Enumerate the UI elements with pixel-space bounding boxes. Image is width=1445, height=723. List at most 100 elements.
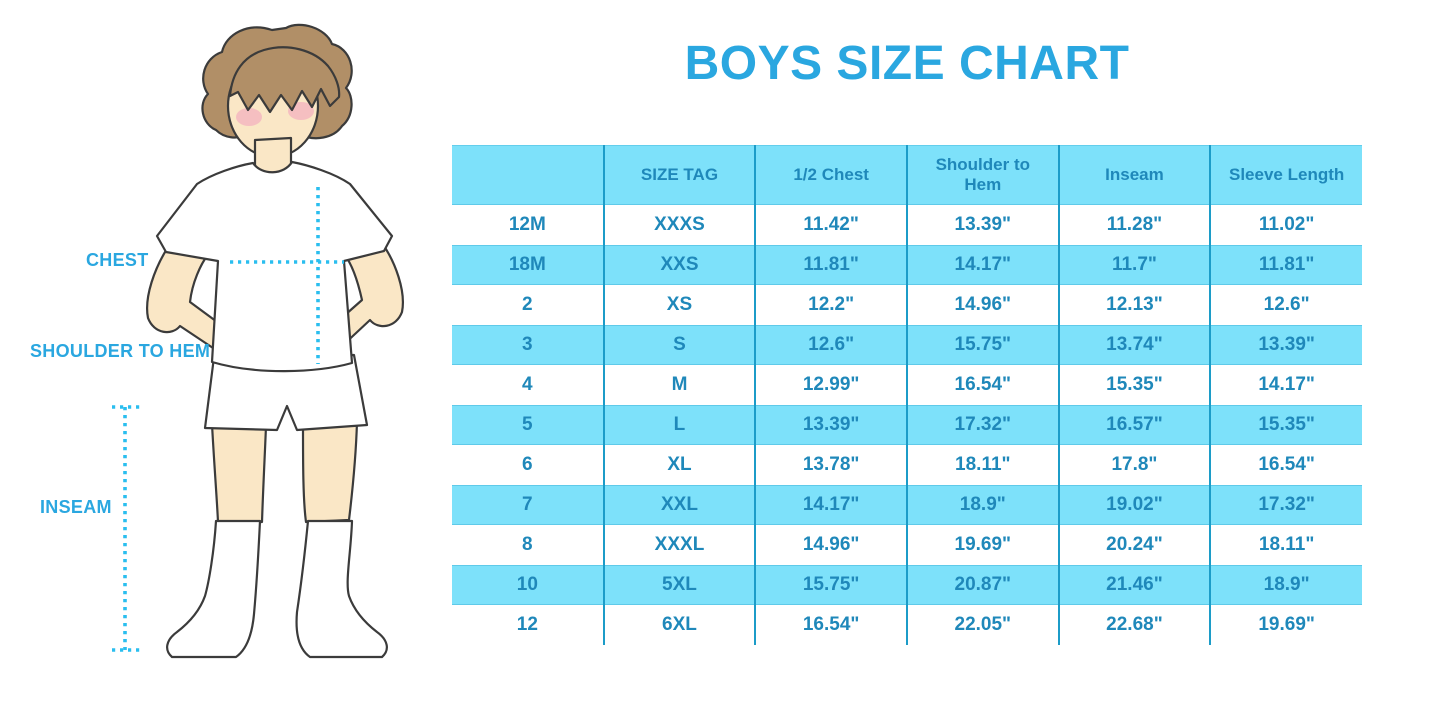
measurement-cell: 19.02" [1057, 485, 1211, 525]
measurement-figure: CHEST SHOULDER TO HEM INSEAM [0, 0, 450, 723]
table-row: 2 XS 12.2" 14.96" 12.13" 12.6" [452, 285, 1362, 325]
measurement-cell: 13.78" [754, 445, 907, 485]
measurement-cell: 18.9" [1209, 565, 1362, 605]
table-row: 5 L 13.39" 17.32" 16.57" 15.35" [452, 405, 1362, 445]
measurement-cell: 11.28" [1057, 205, 1211, 245]
size-cell: 10 [452, 565, 604, 605]
size-cell: 8 [522, 534, 533, 555]
left-cheek [236, 108, 262, 126]
left-leg [210, 422, 268, 524]
measurement-cell: M [602, 365, 756, 405]
boy-illustration [112, 23, 404, 659]
table-row: 8 XXXL 14.96" 19.69" 20.24" 18.11" [452, 525, 1362, 565]
column-header: 1/2 Chest [754, 145, 907, 205]
measurement-cell: 18.9" [905, 485, 1059, 525]
measurement-cell: 11.7" [1057, 245, 1211, 285]
column-header: Sleeve Length [1209, 145, 1362, 205]
measurement-cell: 18.11" [905, 445, 1059, 485]
measurement-cell: 5XL [602, 565, 756, 605]
measurement-cell: XXXS [602, 205, 756, 245]
inseam-label: INSEAM [40, 497, 112, 517]
measurement-cell: 12.2" [754, 285, 907, 325]
measurement-cell: 22.05" [905, 605, 1059, 645]
measurement-cell: XS [602, 285, 756, 325]
size-cell: 7 [452, 485, 604, 525]
measurement-cell: 11.42" [754, 205, 907, 245]
left-arm [146, 242, 230, 352]
size-cell: 5 [452, 405, 604, 445]
measurement-cell: XXS [602, 245, 756, 285]
measurement-cell: 16.54" [905, 365, 1059, 405]
size-table-header: SIZE TAG 1/2 Chest Shoulder to Hem Inseam Sl… [452, 145, 1362, 205]
measurement-cell: XL [602, 445, 756, 485]
column-header-blank [452, 145, 604, 205]
measurement-cell: 17.32" [1209, 485, 1362, 525]
hair-fringe [228, 46, 341, 114]
measurement-cell: 15.35" [1209, 405, 1362, 445]
measurement-cell: 6XL [602, 605, 756, 645]
table-row: 3 S 12.6" 15.75" 13.74" 13.39" [452, 325, 1362, 365]
table-row: 7 XXL 14.17" 18.9" 19.02" 17.32" [452, 485, 1362, 525]
measurement-cell: 14.17" [1209, 365, 1362, 405]
table-row: 18M XXS 11.81" 14.17" 11.7" 11.81" [452, 245, 1362, 285]
right-sock [295, 519, 388, 659]
measurement-cell: 11.81" [1209, 245, 1362, 285]
shorts [203, 353, 369, 432]
table-row: 6 XL 13.78" 18.11" 17.8" 16.54" [452, 445, 1362, 485]
left-sock [166, 519, 262, 659]
measurement-cell: 21.46" [1057, 565, 1211, 605]
measurement-cell: 12.6" [1209, 285, 1362, 325]
shoulder-to-hem-label: SHOULDER TO HEM [30, 341, 211, 361]
measurement-cell: 19.69" [905, 525, 1059, 565]
measurement-cell: 20.24" [1057, 525, 1211, 565]
size-table-body: 12M XXXS 11.42" 13.39" 11.28" 11.02" 18M XXS 11.… [452, 205, 1362, 645]
size-cell: 6 [522, 454, 533, 475]
measurement-cell: 14.96" [754, 525, 907, 565]
measurement-cell: 15.75" [754, 565, 907, 605]
measurement-cell: 18.11" [1209, 525, 1362, 565]
measurement-cell: 14.17" [905, 245, 1059, 285]
table-row: 10 5XL 15.75" 20.87" 21.46" 18.9" [452, 565, 1362, 605]
size-cell: 2 [522, 294, 533, 315]
size-table: SIZE TAG 1/2 Chest Shoulder to Hem Inseam Sl… [452, 145, 1362, 645]
size-cell: 12 [516, 614, 538, 635]
measurement-cell: 16.54" [754, 605, 907, 645]
measurement-cell: L [602, 405, 756, 445]
size-cell: 4 [522, 374, 533, 395]
right-leg [301, 420, 359, 524]
chest-label: CHEST [86, 250, 149, 270]
measurement-cell: 17.32" [905, 405, 1059, 445]
column-header: Inseam [1057, 145, 1211, 205]
measurement-cell: S [602, 325, 756, 365]
measurement-cell: 11.81" [754, 245, 907, 285]
column-header: SIZE TAG [602, 145, 756, 205]
measurement-cell: 15.35" [1057, 365, 1211, 405]
measurement-cell: 12.6" [754, 325, 907, 365]
tshirt [155, 160, 394, 373]
measurement-cell: 13.74" [1057, 325, 1211, 365]
measurement-cell: 13.39" [1209, 325, 1362, 365]
measurement-cell: 12.99" [754, 365, 907, 405]
column-header: Shoulder to Hem [905, 145, 1059, 205]
measurement-cell: 22.68" [1057, 605, 1211, 645]
measurement-cell: 16.57" [1057, 405, 1211, 445]
measurement-cell: 14.96" [905, 285, 1059, 325]
table-row: 4 M 12.99" 16.54" 15.35" 14.17" [452, 365, 1362, 405]
measurement-cell: 17.8" [1057, 445, 1211, 485]
measurement-cell: 13.39" [754, 405, 907, 445]
measurement-cell: XXXL [602, 525, 756, 565]
measurement-cell: 14.17" [754, 485, 907, 525]
measurement-cell: 13.39" [905, 205, 1059, 245]
measurement-cell: 11.02" [1209, 205, 1362, 245]
page-title: BOYS SIZE CHART [684, 37, 1130, 90]
table-row: 12M XXXS 11.42" 13.39" 11.28" 11.02" [452, 205, 1362, 245]
table-row: 12 6XL 16.54" 22.05" 22.68" 19.69" [452, 605, 1362, 645]
measurement-cell: XXL [602, 485, 756, 525]
measurement-cell: 15.75" [905, 325, 1059, 365]
measurement-cell: 16.54" [1209, 445, 1362, 485]
size-cell: 18M [452, 245, 604, 285]
measurement-cell: 12.13" [1057, 285, 1211, 325]
measurement-cell: 20.87" [905, 565, 1059, 605]
measurement-cell: 19.69" [1209, 605, 1362, 645]
